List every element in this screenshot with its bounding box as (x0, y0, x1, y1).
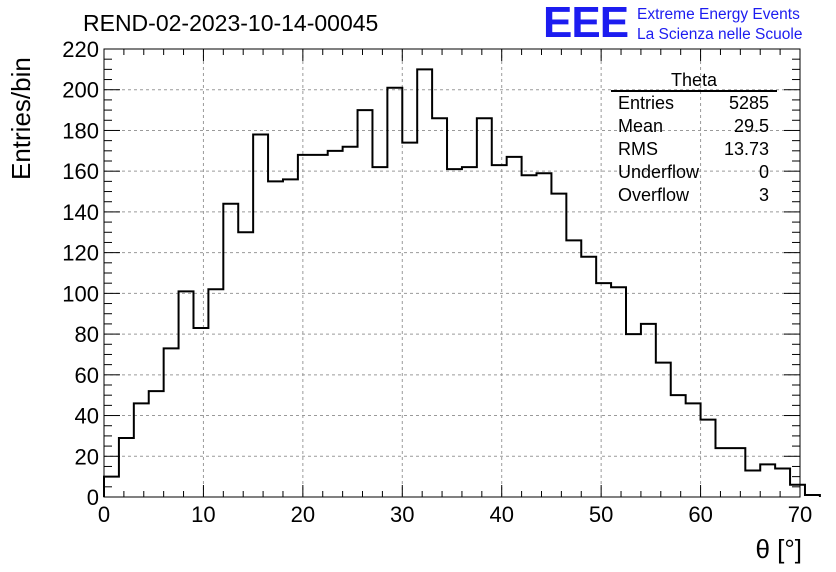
y-tick-label: 40 (75, 404, 99, 429)
x-tick-label: 40 (489, 502, 513, 527)
y-tick-label: 20 (75, 444, 99, 469)
x-tick-label: 50 (589, 502, 613, 527)
histogram-bin (671, 395, 686, 497)
histogram-bin (104, 477, 119, 497)
histogram-bin (238, 232, 253, 497)
stats-label: Entries (618, 93, 675, 113)
histogram-bin (701, 420, 716, 497)
stats-row-entries: Entries 5285 (611, 92, 777, 115)
histogram-bin (179, 291, 194, 497)
grid-lines (104, 49, 800, 497)
y-tick-labels: 0 20 40 60 80 100 120 140 160 180 200 220 (62, 37, 99, 510)
stats-row-underflow: Underflow 0 (611, 161, 777, 184)
histogram-bin (328, 151, 343, 497)
histogram-bin (119, 438, 134, 497)
stats-row-mean: Mean 29.5 (611, 115, 777, 138)
histogram-bin (656, 363, 671, 497)
x-tick-labels: 0 10 20 30 40 50 60 70 (98, 502, 812, 527)
histogram-bin (358, 110, 373, 497)
histogram-bin (477, 118, 492, 497)
x-tick-label: 60 (688, 502, 712, 527)
histogram-bin (134, 403, 149, 497)
histogram-bin (745, 471, 760, 497)
histogram-bin (343, 147, 358, 497)
histogram-bin (417, 69, 432, 497)
axis-ticks (103, 48, 801, 498)
histogram-bin (686, 403, 701, 497)
stats-label: RMS (618, 139, 658, 159)
logo-line-1: Extreme Energy Events (637, 6, 800, 23)
y-tick-label: 180 (62, 118, 99, 143)
x-tick-label: 30 (390, 502, 414, 527)
histogram-bin (298, 155, 313, 497)
stats-value: 3 (758, 185, 769, 205)
histogram-bin (208, 289, 223, 497)
histogram-bin (641, 324, 656, 497)
y-tick-label: 200 (62, 78, 99, 103)
histogram-bin (566, 240, 581, 497)
y-tick-label: 120 (62, 241, 99, 266)
stats-label: Underflow (618, 162, 700, 182)
y-tick-label: 160 (62, 159, 99, 184)
logo-mark: EEE (543, 0, 629, 47)
x-tick-label: 0 (98, 502, 110, 527)
logo-line-2: La Scienza nelle Scuole (637, 26, 803, 43)
histogram-bin (149, 391, 164, 497)
histogram-bin (790, 485, 805, 497)
histogram-bin (462, 167, 477, 497)
stats-label: Mean (618, 116, 664, 136)
stats-row-rms: RMS 13.73 (611, 138, 777, 161)
x-tick-label: 20 (291, 502, 315, 527)
x-tick-label: 70 (788, 502, 812, 527)
histogram-bin (313, 155, 328, 497)
histogram-bin (447, 169, 462, 497)
histogram-outline (103, 68, 821, 497)
histogram-bin (402, 143, 417, 497)
stats-box: Theta Entries 5285 Mean 29.5 RMS 13.73 U… (611, 70, 777, 207)
stats-row-overflow: Overflow 3 (611, 184, 777, 207)
histogram-bin (522, 175, 537, 497)
histogram-bin (611, 287, 626, 497)
histogram-bin (626, 334, 641, 497)
histogram-bin (507, 157, 522, 497)
histogram-bin (372, 167, 387, 497)
stats-title: Theta (611, 70, 777, 92)
stats-value: 5285 (728, 93, 769, 113)
eee-logo: EEE Extreme Energy Events La Scienza nel… (543, 0, 833, 47)
y-tick-label: 100 (62, 281, 99, 306)
histogram-bars (103, 68, 821, 497)
histogram-bin (596, 283, 611, 497)
histogram-bin (164, 348, 179, 497)
histogram-bin (253, 135, 268, 497)
y-tick-label: 60 (75, 363, 99, 388)
histogram-bin (268, 181, 283, 497)
y-tick-label: 220 (62, 37, 99, 62)
y-tick-label: 0 (87, 485, 99, 510)
stats-value: 29.5 (733, 116, 769, 136)
histogram-bin (581, 257, 596, 497)
stats-label: Overflow (618, 185, 690, 205)
histogram-bin (760, 464, 775, 497)
y-tick-label: 140 (62, 200, 99, 225)
run-title: REND-02-2023-10-14-00045 (83, 10, 379, 36)
histogram-bin (775, 468, 790, 497)
y-axis-label: Entries/bin (6, 57, 36, 180)
stats-value: 0 (758, 162, 769, 182)
histogram-bin (730, 448, 745, 497)
histogram-bin (432, 118, 447, 497)
x-axis-label: θ [°] (755, 534, 802, 564)
histogram-bin (387, 88, 402, 497)
y-tick-label: 80 (75, 322, 99, 347)
histogram-bin (492, 165, 507, 497)
histogram-bin (537, 173, 552, 497)
histogram-bin (193, 328, 208, 497)
stats-value: 13.73 (723, 139, 769, 159)
histogram-bin (223, 204, 238, 497)
histogram-bin (551, 194, 566, 497)
histogram-bin (715, 448, 730, 497)
histogram-bin (283, 179, 298, 497)
x-tick-label: 10 (191, 502, 215, 527)
